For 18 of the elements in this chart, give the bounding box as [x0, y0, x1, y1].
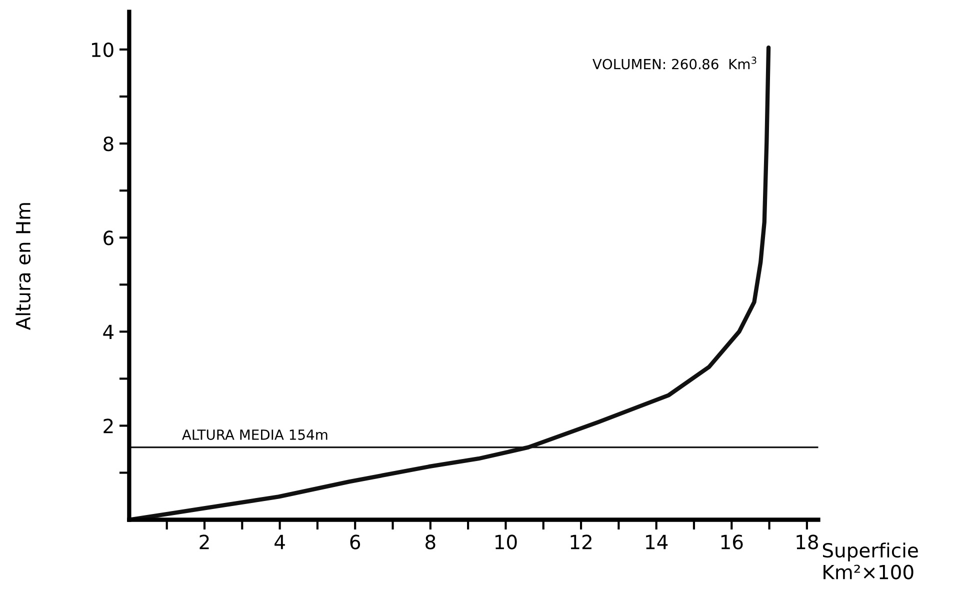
- x-tick-label: 16: [721, 534, 743, 550]
- y-axis-title: Altura en Hm: [15, 203, 31, 330]
- y-tick-label: 2: [104, 418, 113, 434]
- x-tick-label: 4: [274, 534, 285, 550]
- y-tick-label: 6: [104, 230, 114, 246]
- x-tick-label: 2: [200, 534, 209, 550]
- x-tick-label: 6: [350, 534, 360, 550]
- annotation: VOLUMEN: 260.86 Km$^{3}$: [592, 56, 756, 70]
- x-tick-label: 14: [646, 534, 668, 550]
- x-tick-label: 8: [426, 534, 436, 550]
- x-tick-label: 18: [796, 534, 818, 550]
- x-axis-title: Superficie Km²×100: [822, 542, 918, 580]
- x-tick-label: 10: [495, 534, 517, 550]
- y-tick-label: 4: [103, 324, 114, 340]
- ref-line-label: ALTURA MEDIA 154m: [182, 430, 328, 440]
- y-tick-label: 8: [104, 136, 114, 152]
- y-tick-label: 10: [92, 42, 114, 58]
- x-tick-label: 12: [570, 534, 592, 550]
